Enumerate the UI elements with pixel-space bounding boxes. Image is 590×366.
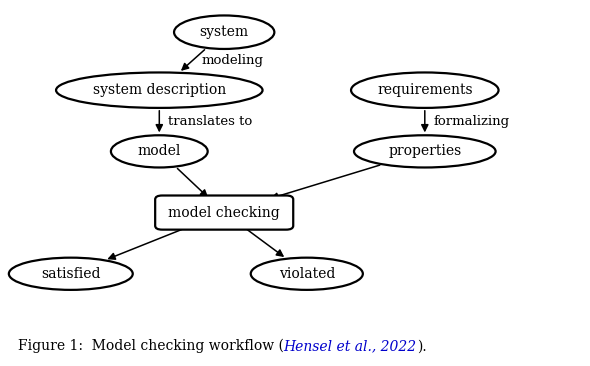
Text: formalizing: formalizing: [434, 115, 510, 128]
Ellipse shape: [111, 135, 208, 168]
Ellipse shape: [251, 258, 363, 290]
Text: modeling: modeling: [202, 54, 264, 67]
Text: satisfied: satisfied: [41, 267, 100, 281]
Text: properties: properties: [388, 144, 461, 158]
Text: violated: violated: [278, 267, 335, 281]
Text: model checking: model checking: [168, 206, 280, 220]
Text: system: system: [199, 25, 249, 39]
Ellipse shape: [56, 72, 263, 108]
FancyBboxPatch shape: [155, 195, 293, 229]
Text: model: model: [137, 144, 181, 158]
Ellipse shape: [174, 15, 274, 49]
Text: translates to: translates to: [168, 115, 253, 128]
Text: requirements: requirements: [377, 83, 473, 97]
Text: Figure 1:  Model checking workflow (: Figure 1: Model checking workflow (: [18, 339, 284, 354]
Ellipse shape: [351, 72, 499, 108]
Text: Hensel et al., 2022: Hensel et al., 2022: [284, 339, 417, 353]
Ellipse shape: [354, 135, 496, 168]
Text: ).: ).: [417, 339, 427, 353]
Ellipse shape: [9, 258, 133, 290]
Text: system description: system description: [93, 83, 226, 97]
